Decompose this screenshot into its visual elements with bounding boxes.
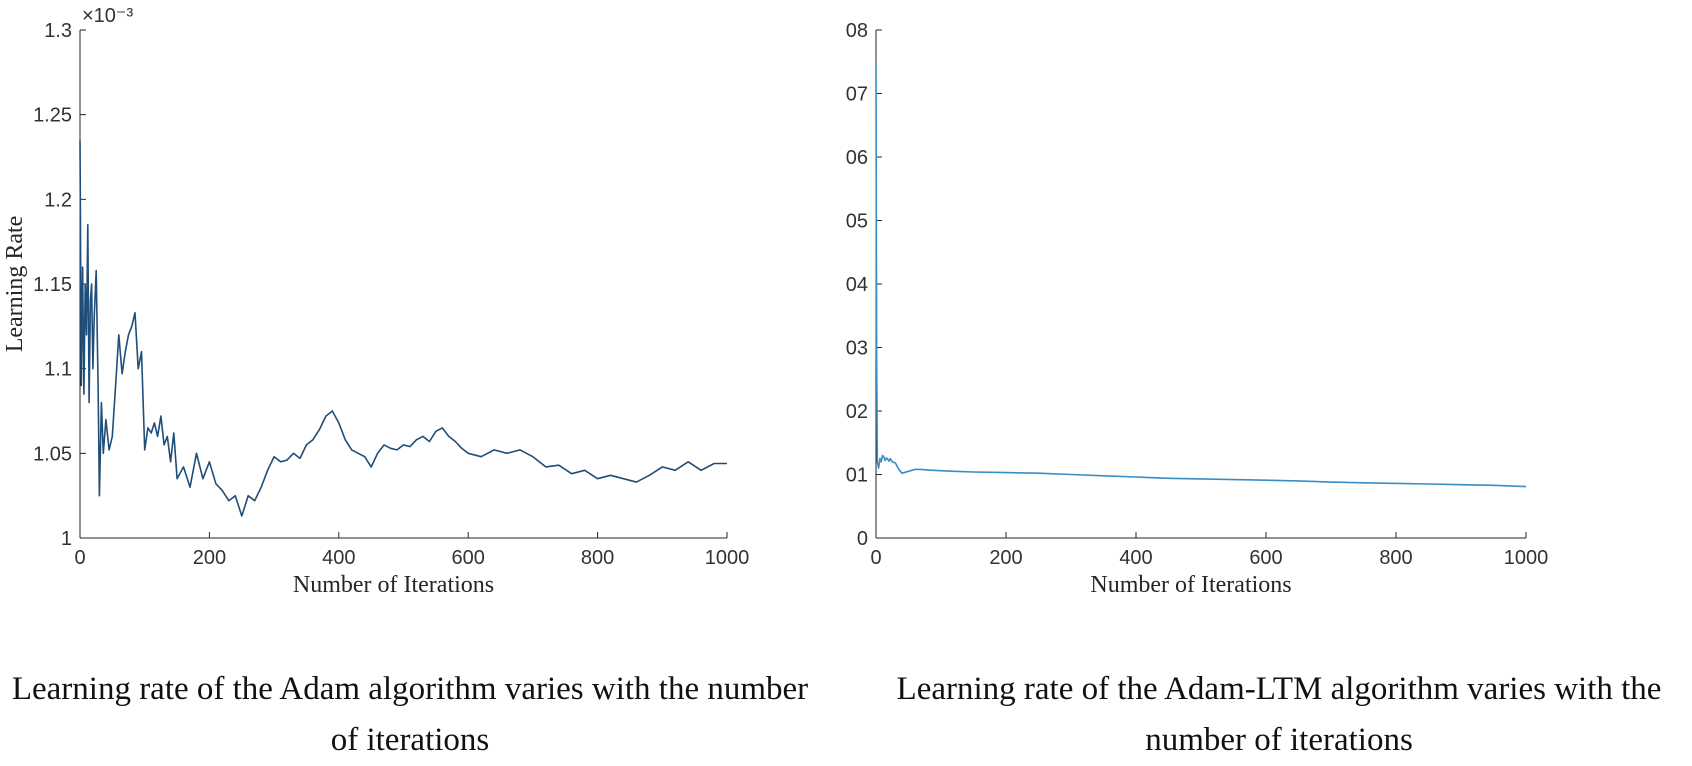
chart-adam-ltm: 0 200 400 600 800 1000 0 0.01 0.02 0.03 0.04 0.05 0.…: [846, 20, 1549, 598]
y-tick-label: 0.06: [846, 147, 868, 169]
y-tick-label: 0.01: [846, 465, 868, 487]
y-tick-label: 1.05: [33, 443, 72, 465]
y-tick-label: 1.1: [44, 359, 72, 381]
y-scale-exponent: ×10⁻³: [82, 5, 133, 27]
chart-panel-adam-ltm: 0 200 400 600 800 1000 0 0.01 0.02 0.03 0.04 0.05 0.…: [846, 0, 1692, 762]
y-tick-label: 0.02: [846, 401, 868, 423]
x-tick-label: 800: [1379, 547, 1412, 569]
y-tick-label: 0: [857, 528, 868, 550]
x-tick-label: 600: [452, 547, 485, 569]
x-tick-label: 0: [870, 547, 881, 569]
y-tick-label: 1.25: [33, 105, 72, 127]
x-tick-label: 1000: [1504, 547, 1549, 569]
y-tick-label: 1.2: [44, 189, 72, 211]
x-tick-label: 600: [1249, 547, 1282, 569]
y-tick-label: 0.08: [846, 20, 868, 42]
series-line: [79, 140, 727, 517]
y-tick-label: 1.15: [33, 274, 72, 296]
series-line: [875, 61, 1527, 488]
y-tick-label: 0.04: [846, 274, 868, 296]
caption-adam-ltm: Learning rate of the Adam-LTM algorithm …: [896, 671, 1662, 758]
y-tick-label: 0.03: [846, 338, 868, 360]
chart-adam: 0 200 400 600 800 1000 1 1.05 1.1 1.15 1.2 1.25 1.3 ×…: [2, 5, 750, 598]
chart-panel-adam: 0 200 400 600 800 1000 1 1.05 1.1 1.15 1.2 1.25 1.3 ×…: [0, 0, 846, 762]
x-tick-label: 1000: [705, 547, 750, 569]
y-tick-label: 1: [61, 528, 72, 550]
x-tick-label: 400: [1119, 547, 1152, 569]
y-tick-label: 0.07: [846, 84, 868, 106]
x-tick-label: 200: [193, 547, 226, 569]
y-axis-label: Learning Rate: [2, 216, 28, 353]
caption-adam: Learning rate of the Adam algorithm vari…: [11, 671, 809, 758]
y-tick-label: 0.05: [846, 211, 868, 233]
x-tick-label: 800: [581, 547, 614, 569]
y-tick-label: 1.3: [44, 20, 72, 42]
x-axis-label: Number of Iterations: [293, 572, 494, 598]
x-axis-label: Number of Iterations: [1090, 572, 1291, 598]
x-tick-label: 200: [989, 547, 1022, 569]
x-tick-label: 400: [322, 547, 355, 569]
x-tick-label: 0: [74, 547, 85, 569]
